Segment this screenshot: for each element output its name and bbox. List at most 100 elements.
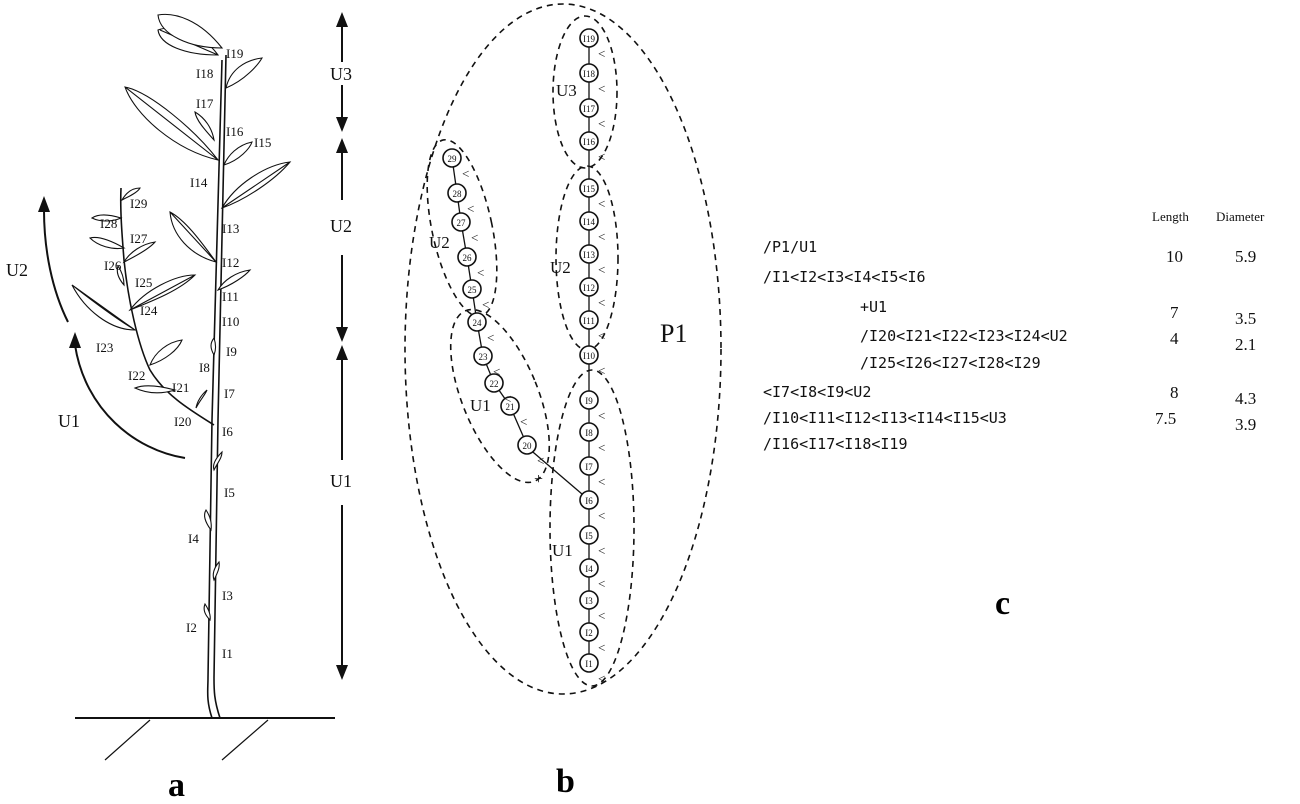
leaf	[116, 264, 125, 287]
graph-node-label: 23	[479, 352, 489, 362]
code-line: +U1	[860, 298, 887, 316]
internode-label: I25	[135, 275, 152, 290]
graph-node-label: I3	[585, 596, 593, 606]
graph-node-main: I15<	[579, 178, 605, 211]
header-length: Length	[1152, 209, 1189, 224]
graph-node-label: 20	[523, 441, 533, 451]
main-stem-edge	[213, 54, 227, 719]
graph-node-branch: 24 <	[467, 312, 494, 345]
graph-node-main: I11<	[579, 310, 605, 343]
diameter-value: 5.9	[1235, 247, 1256, 266]
graph-branch-u2-label: U2	[429, 233, 450, 252]
main-u3-label: U3	[330, 64, 352, 84]
branch-u1-label: U1	[58, 411, 80, 431]
unit-ellipse-main-u3	[552, 15, 618, 169]
graph-node-main: I14<	[579, 211, 605, 244]
main-u1-label: U1	[330, 471, 352, 491]
succession-symbol: <	[598, 262, 605, 277]
leaf	[90, 214, 123, 222]
graph-node-main: I7 <	[579, 456, 605, 489]
graph-node-label: 26	[463, 253, 473, 263]
internode-label: I28	[100, 216, 117, 231]
length-value: 7	[1170, 303, 1179, 322]
graph-node-label: 29	[448, 154, 458, 164]
internode-label: I29	[130, 196, 147, 211]
graph-node-branch: 27 <	[451, 212, 478, 245]
branch-u1-arrow	[74, 344, 186, 459]
branch-u2-label: U2	[6, 260, 28, 280]
leaf	[149, 339, 183, 366]
internode-label: I11	[222, 289, 239, 304]
ground-hatch	[221, 719, 269, 761]
succession-symbol: <	[598, 640, 605, 655]
leaf	[169, 211, 218, 263]
graph-node-main: I17<	[579, 98, 605, 131]
branch-u2-arrow	[43, 209, 69, 323]
internode-label: I4	[188, 531, 199, 546]
leaf	[216, 269, 252, 292]
graph-node-main: I10<	[579, 345, 605, 378]
graph-main-u3-label: U3	[556, 81, 577, 100]
succession-symbol: <	[598, 328, 605, 343]
succession-symbol: <	[598, 671, 605, 686]
internode-label: I22	[128, 368, 145, 383]
main-unit-arrows: U3 U2 U1	[330, 12, 352, 680]
succession-symbol: <	[520, 414, 527, 429]
leaf	[157, 13, 224, 49]
succession-symbol: <	[482, 297, 489, 312]
code-line: /I16<I17<I18<I19	[763, 435, 908, 453]
graph-node-label: I5	[585, 531, 593, 541]
code-line: /I20<I21<I22<I23<I24<U2	[860, 327, 1068, 345]
plant-ellipse-p1	[404, 3, 722, 695]
succession-symbol: <	[598, 508, 605, 523]
graph-node-main: I13<	[579, 244, 605, 277]
internode-label: I26	[104, 258, 122, 273]
leaf	[220, 161, 292, 209]
internode-label: I8	[199, 360, 210, 375]
graph-node-label: I14	[583, 217, 595, 227]
leaf	[124, 86, 220, 161]
diameter-value: 2.1	[1235, 335, 1256, 354]
succession-symbol: <	[598, 196, 605, 211]
panel-label-a: a	[168, 767, 185, 804]
succession-symbol: <	[598, 149, 605, 164]
panel-label-b: b	[556, 763, 575, 800]
internode-label: I14	[190, 175, 208, 190]
graph-node-main: I6 <	[579, 490, 605, 523]
internode-label: I10	[222, 314, 239, 329]
internode-label: I3	[222, 588, 233, 603]
leaf	[212, 560, 220, 582]
graph-plant-label: P1	[660, 319, 687, 348]
graph-node-main: I3 <	[579, 590, 605, 623]
graph-node-label: I17	[583, 104, 595, 114]
graph-node-label: I18	[583, 69, 595, 79]
graph-node-label: 28	[453, 189, 463, 199]
succession-symbol: <	[537, 453, 544, 468]
graph-node-main: I5 <	[579, 525, 605, 558]
main-u2-label: U2	[330, 216, 352, 236]
succession-symbol: <	[598, 408, 605, 423]
graph-node-label: I6	[585, 496, 593, 506]
diameter-value: 4.3	[1235, 389, 1256, 408]
leaf	[88, 236, 126, 250]
succession-symbol: <	[598, 608, 605, 623]
panel-label-c: c	[995, 585, 1010, 622]
internode-label: I12	[222, 255, 239, 270]
graph-node-main: I16<	[579, 131, 605, 164]
succession-symbol: <	[471, 230, 478, 245]
succession-symbol: <	[462, 166, 469, 181]
graph-node-main: I4 <	[579, 558, 605, 591]
graph-nodes: I1<I2<I3<I4<I5<I6<I7<I8<I9<I10<I11<I12<I…	[442, 28, 605, 686]
succession-symbol: <	[598, 440, 605, 455]
internode-label: I20	[174, 414, 191, 429]
internode-label: I6	[222, 424, 233, 439]
succession-symbol: <	[598, 81, 605, 96]
succession-symbol: <	[598, 295, 605, 310]
succession-symbol: <	[487, 330, 494, 345]
graph-node-label: I15	[583, 184, 595, 194]
branch-stem	[119, 187, 215, 426]
graph-node-label: 24	[473, 318, 483, 328]
graph-node-label: I4	[585, 564, 593, 574]
length-value: 4	[1170, 329, 1179, 348]
graph-node-label: I9	[585, 396, 593, 406]
